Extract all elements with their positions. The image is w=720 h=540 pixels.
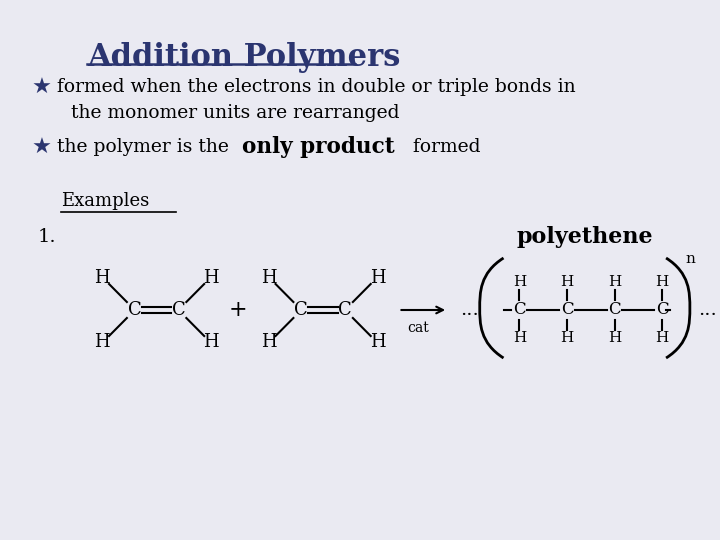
Text: H: H xyxy=(560,275,574,289)
Text: cat: cat xyxy=(408,321,429,335)
Text: ★: ★ xyxy=(32,138,52,158)
Text: H: H xyxy=(94,269,110,287)
Text: H: H xyxy=(513,275,526,289)
Text: H: H xyxy=(370,269,385,287)
Text: the monomer units are rearranged: the monomer units are rearranged xyxy=(71,104,400,122)
Text: C: C xyxy=(656,301,668,319)
Text: C: C xyxy=(561,301,573,319)
Text: H: H xyxy=(261,269,276,287)
Text: H: H xyxy=(560,331,574,345)
Text: only product: only product xyxy=(242,136,395,158)
Text: H: H xyxy=(608,275,621,289)
Text: Addition Polymers: Addition Polymers xyxy=(87,42,400,73)
Text: H: H xyxy=(203,333,219,351)
Text: +: + xyxy=(228,299,247,321)
Text: H: H xyxy=(94,333,110,351)
Text: C: C xyxy=(608,301,621,319)
Text: H: H xyxy=(655,275,669,289)
Text: ...: ... xyxy=(461,301,480,319)
Text: C: C xyxy=(171,301,185,319)
Text: H: H xyxy=(655,331,669,345)
Text: C: C xyxy=(338,301,352,319)
Text: H: H xyxy=(203,269,219,287)
Text: formed: formed xyxy=(389,138,480,156)
Text: H: H xyxy=(370,333,385,351)
Text: Examples: Examples xyxy=(61,192,150,210)
Text: ...: ... xyxy=(698,301,716,319)
Text: polyethene: polyethene xyxy=(516,226,653,248)
Text: ★: ★ xyxy=(32,78,52,98)
Text: H: H xyxy=(261,333,276,351)
Text: n: n xyxy=(686,252,696,266)
Text: C: C xyxy=(128,301,142,319)
Text: H: H xyxy=(608,331,621,345)
Text: 1.: 1. xyxy=(37,228,56,246)
Text: the polymer is the: the polymer is the xyxy=(58,138,235,156)
Text: C: C xyxy=(513,301,526,319)
Text: H: H xyxy=(513,331,526,345)
Text: formed when the electrons in double or triple bonds in: formed when the electrons in double or t… xyxy=(58,78,576,96)
Text: C: C xyxy=(294,301,308,319)
